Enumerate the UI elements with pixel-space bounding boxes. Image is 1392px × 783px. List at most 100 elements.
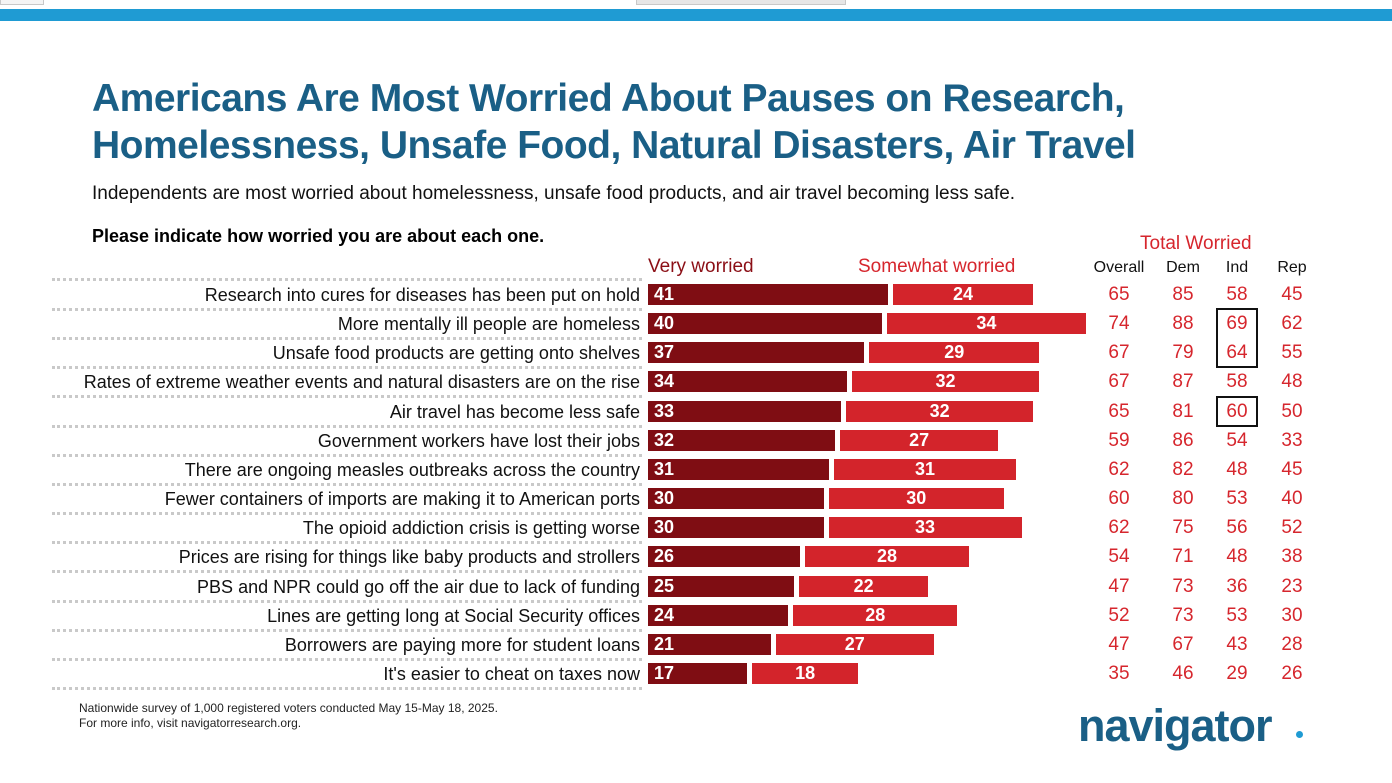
total-worried-dem: 75 (1172, 517, 1194, 538)
row-divider (52, 278, 642, 281)
data-label-somewhat: 24 (953, 284, 974, 304)
total-worried-ind: 29 (1226, 663, 1248, 684)
bar-somewhat-worried: 27 (775, 634, 934, 655)
browser-tab-stub[interactable] (0, 0, 44, 5)
top-accent-bar (0, 9, 1392, 21)
data-label-somewhat: 30 (906, 488, 927, 508)
total-worried-rep: 50 (1281, 401, 1303, 422)
data-label-somewhat: 31 (915, 459, 936, 479)
total-worried-rep: 23 (1281, 576, 1303, 597)
total-worried-dem: 46 (1172, 663, 1194, 684)
total-worried-ind: 43 (1226, 634, 1248, 655)
bar-very-worried: 40 (648, 313, 882, 334)
highlight-box (1216, 396, 1258, 427)
bar-somewhat-worried: 32 (851, 371, 1040, 392)
total-worried-ind: 58 (1226, 371, 1248, 392)
total-worried-dem: 86 (1172, 430, 1194, 451)
bar-very-worried: 32 (648, 430, 836, 451)
row-label: Lines are getting long at Social Securit… (267, 606, 640, 626)
row-divider (52, 395, 642, 398)
total-worried-overall: 35 (1108, 663, 1130, 684)
bar-very-worried: 30 (648, 517, 824, 538)
logo-dot-icon (1296, 731, 1303, 738)
bar-somewhat-worried: 28 (793, 605, 958, 626)
total-worried-dem: 88 (1172, 313, 1194, 334)
total-worried-ind: 56 (1226, 517, 1248, 538)
title-line-2: Homelessness, Unsafe Food, Natural Disas… (92, 124, 1136, 167)
data-label-somewhat: 22 (853, 576, 874, 596)
data-label-very: 25 (654, 576, 675, 596)
data-label-very: 31 (654, 459, 675, 479)
row-divider (52, 308, 642, 311)
row-divider (52, 337, 642, 340)
total-worried-overall: 60 (1108, 488, 1130, 509)
bar-somewhat-worried: 27 (840, 430, 999, 451)
row-label: PBS and NPR could go off the air due to … (197, 577, 640, 597)
row-label: Research into cures for diseases has bee… (204, 285, 640, 305)
total-worried-dem: 67 (1172, 634, 1194, 655)
data-label-somewhat: 32 (935, 371, 956, 391)
total-worried-overall: 74 (1108, 313, 1130, 334)
bar-very-worried: 17 (648, 663, 748, 684)
total-worried-rep: 28 (1281, 634, 1303, 655)
bar-somewhat-worried: 22 (799, 576, 928, 597)
row-label: There are ongoing measles outbreaks acro… (184, 460, 640, 480)
column-header-overall: Overall (1093, 259, 1145, 276)
total-worried-ind: 36 (1226, 576, 1248, 597)
total-worried-overall: 59 (1108, 430, 1130, 451)
data-label-somewhat: 29 (944, 342, 965, 362)
bar-very-worried: 34 (648, 371, 847, 392)
total-worried-dem: 85 (1172, 284, 1194, 305)
data-label-somewhat: 18 (795, 663, 816, 683)
data-label-somewhat: 27 (909, 430, 930, 450)
row-label: Borrowers are paying more for student lo… (284, 635, 640, 655)
legend-very-worried: Very worried (648, 256, 754, 277)
total-worried-overall: 47 (1108, 576, 1130, 597)
total-worried-ind: 48 (1226, 546, 1248, 567)
bar-very-worried: 21 (648, 634, 771, 655)
total-worried-ind: 69 (1226, 313, 1248, 334)
bar-somewhat-worried: 33 (828, 517, 1022, 538)
bar-very-worried: 25 (648, 576, 795, 597)
bar-somewhat-worried: 30 (828, 488, 1004, 509)
data-label-somewhat: 27 (844, 634, 865, 654)
row-divider (52, 541, 642, 544)
data-label-very: 37 (654, 342, 675, 362)
row-divider (52, 658, 642, 661)
subtitle: Independents are most worried about home… (92, 183, 1016, 204)
total-worried-rep: 45 (1281, 459, 1303, 480)
data-label-very: 40 (654, 313, 675, 333)
total-worried-overall: 54 (1108, 546, 1130, 567)
bar-very-worried: 33 (648, 401, 842, 422)
total-worried-rep: 52 (1281, 517, 1303, 538)
question-text: Please indicate how worried you are abou… (92, 226, 545, 246)
row-divider (52, 687, 642, 690)
data-label-very: 21 (654, 634, 675, 654)
total-worried-ind: 53 (1226, 605, 1248, 626)
column-header-dem: Dem (1166, 259, 1200, 276)
total-worried-ind: 48 (1226, 459, 1248, 480)
total-worried-dem: 73 (1172, 576, 1194, 597)
column-header-rep: Rep (1277, 259, 1307, 276)
data-label-very: 26 (654, 546, 675, 566)
browser-tab-stub[interactable] (636, 0, 846, 5)
row-divider (52, 512, 642, 515)
total-worried-dem: 87 (1172, 371, 1194, 392)
total-worried-rep: 38 (1281, 546, 1303, 567)
total-worried-overall: 65 (1108, 401, 1130, 422)
total-worried-rep: 33 (1281, 430, 1303, 451)
row-label: More mentally ill people are homeless (337, 314, 640, 334)
total-worried-ind: 53 (1226, 488, 1248, 509)
bar-somewhat-worried: 18 (752, 663, 858, 684)
data-label-very: 33 (654, 401, 675, 421)
total-worried-rep: 55 (1281, 342, 1303, 363)
row-label: Rates of extreme weather events and natu… (83, 372, 640, 392)
data-label-very: 41 (654, 284, 675, 304)
data-label-very: 30 (654, 488, 675, 508)
row-divider (52, 454, 642, 457)
bar-very-worried: 24 (648, 605, 789, 626)
data-label-somewhat: 28 (876, 546, 897, 566)
bar-very-worried: 37 (648, 342, 865, 363)
total-worried-ind: 58 (1226, 284, 1248, 305)
total-worried-rep: 40 (1281, 488, 1303, 509)
